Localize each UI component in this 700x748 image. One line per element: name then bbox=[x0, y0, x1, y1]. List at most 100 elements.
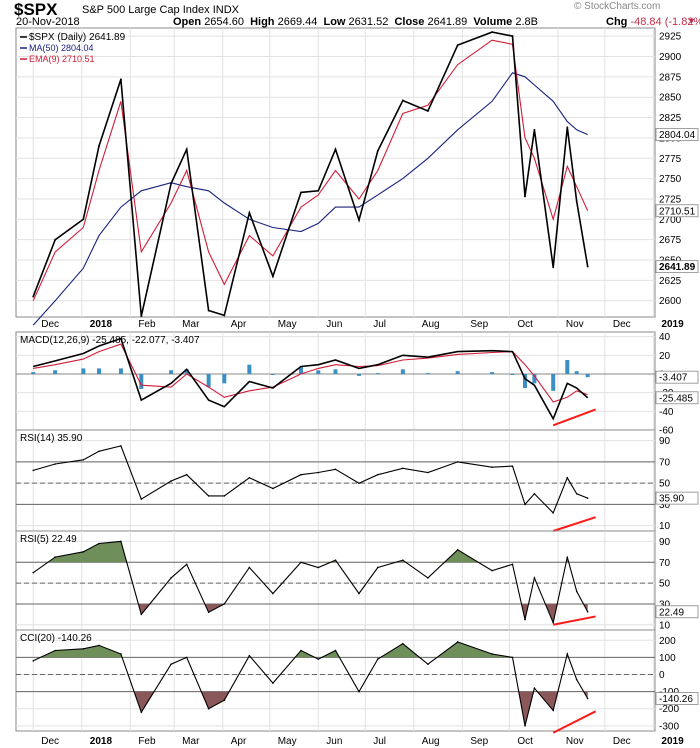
x-tick-label: Sep bbox=[470, 319, 488, 330]
price-point bbox=[524, 195, 526, 198]
indicator-point bbox=[317, 566, 320, 569]
symbol-title: $SPX bbox=[14, 0, 58, 19]
chg-label: Chg bbox=[606, 16, 628, 28]
x-tick-label: May bbox=[278, 319, 297, 330]
symbol-fullname: S&P 500 Large Cap Index bbox=[82, 4, 210, 16]
price-point bbox=[566, 126, 569, 129]
indicator-point bbox=[566, 653, 569, 655]
x-tick-label: 2018 bbox=[90, 319, 113, 330]
indicator-point bbox=[32, 571, 35, 574]
ema9-line bbox=[32, 39, 589, 301]
price-point bbox=[271, 275, 274, 278]
indicator-point bbox=[575, 678, 578, 681]
price-point bbox=[427, 110, 429, 112]
chart-date: 20-Nov-2018 bbox=[16, 16, 80, 28]
x-tick-label: Aug bbox=[422, 319, 440, 330]
price-point bbox=[575, 200, 578, 203]
x-tick-label: Apr bbox=[231, 736, 247, 747]
histogram-bar bbox=[356, 374, 361, 376]
indicator-point bbox=[32, 660, 35, 662]
chg-value: -48.84 (-1.82%) bbox=[630, 16, 700, 28]
high-label: High bbox=[250, 16, 275, 28]
overbought-fill bbox=[47, 541, 569, 563]
histogram-bar bbox=[31, 372, 36, 374]
price-point bbox=[120, 78, 122, 81]
indicator-point bbox=[552, 709, 554, 712]
histogram-bar bbox=[139, 374, 144, 389]
price-point bbox=[401, 99, 404, 102]
x-tick-label: Jul bbox=[373, 319, 386, 330]
y-tick-label: 2925 bbox=[659, 32, 682, 43]
x-tick-label: Sep bbox=[470, 736, 488, 747]
indicator-point bbox=[456, 548, 459, 551]
indicator-point bbox=[98, 644, 100, 647]
indicator-point bbox=[120, 653, 122, 655]
indicator-point bbox=[586, 610, 589, 613]
histogram-bar bbox=[81, 368, 86, 374]
indicator-point bbox=[185, 473, 188, 476]
indicator-point bbox=[54, 463, 56, 465]
volume-label: Volume bbox=[473, 16, 513, 28]
indicator-point bbox=[207, 495, 210, 497]
histogram-bar bbox=[585, 374, 590, 378]
x-tick-label: Dec bbox=[41, 319, 59, 330]
price-point bbox=[300, 191, 302, 194]
x-tick-label: Dec bbox=[613, 319, 631, 330]
indicator-point bbox=[272, 592, 274, 595]
brand-watermark: © StockCharts.com bbox=[574, 1, 661, 12]
price-point bbox=[32, 295, 35, 298]
y-tick-label: 2875 bbox=[659, 72, 682, 83]
price-point bbox=[207, 309, 210, 312]
price-point bbox=[140, 315, 143, 318]
indicator-point bbox=[140, 711, 143, 713]
histogram-bar bbox=[490, 372, 495, 374]
legend-label: $SPX (Daily) 2641.89 bbox=[29, 32, 126, 43]
y-tick-label: 100 bbox=[659, 653, 676, 664]
histogram-bar bbox=[247, 364, 252, 374]
x-tick-label: Jun bbox=[326, 319, 342, 330]
legend-label: MA(50) 2804.04 bbox=[29, 43, 94, 53]
ohlc-readout: Open 2654.60 High 2669.44 Low 2631.52 Cl… bbox=[173, 16, 538, 28]
divergence-trendline bbox=[552, 516, 596, 532]
indicator-point bbox=[334, 468, 337, 471]
price-point bbox=[82, 218, 85, 221]
histogram-bar bbox=[532, 374, 537, 384]
indicator-point bbox=[170, 577, 172, 579]
price-point bbox=[511, 35, 514, 38]
y-tick-label: -60 bbox=[659, 426, 674, 437]
value-tag-box bbox=[655, 204, 699, 218]
indicator-point bbox=[456, 461, 459, 463]
indicator-point bbox=[300, 561, 302, 564]
value-tag: -140.26 bbox=[659, 694, 693, 705]
y-tick-label: 2725 bbox=[659, 194, 682, 205]
value-tag-box bbox=[655, 491, 699, 505]
histogram-bar bbox=[333, 369, 338, 374]
y-tick-label: 30 bbox=[659, 599, 671, 610]
indicator-point bbox=[207, 707, 210, 710]
price-point bbox=[248, 211, 251, 214]
y-tick-label: 2625 bbox=[659, 276, 682, 287]
histogram-bar bbox=[425, 373, 430, 375]
y-tick-label: 50 bbox=[659, 579, 671, 590]
indicator-point bbox=[98, 450, 100, 453]
indicator-point bbox=[120, 540, 122, 543]
indicator-point bbox=[456, 641, 459, 643]
divergence-trendline bbox=[552, 408, 597, 427]
close-value: 2641.89 bbox=[427, 16, 468, 28]
price-point bbox=[533, 128, 536, 131]
histogram-bar bbox=[455, 371, 460, 374]
value-tag-box bbox=[655, 128, 699, 142]
signal-line bbox=[33, 343, 588, 403]
histogram-bar bbox=[510, 374, 515, 375]
indicator-point bbox=[524, 618, 526, 621]
price-point bbox=[376, 150, 379, 152]
y-tick-label: -300 bbox=[659, 721, 679, 732]
histogram-bar bbox=[222, 374, 227, 384]
y-tick-label: 40 bbox=[659, 332, 671, 343]
x-tick-label: Apr bbox=[231, 319, 247, 330]
price-point bbox=[552, 266, 555, 269]
price-point bbox=[317, 189, 320, 192]
indicator-point bbox=[54, 649, 56, 652]
indicator-point bbox=[566, 477, 569, 479]
